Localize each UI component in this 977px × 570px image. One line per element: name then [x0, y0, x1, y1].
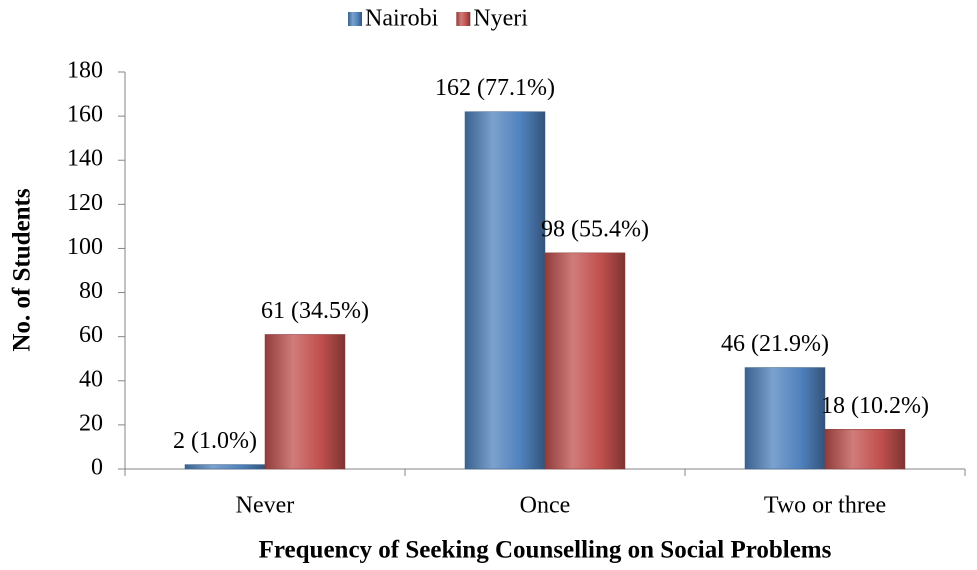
y-tick-label: 160 — [67, 102, 103, 128]
x-tick-label: Never — [236, 493, 295, 519]
x-tick-label: Once — [520, 493, 571, 519]
data-label: 162 (77.1%) — [435, 75, 555, 101]
bar — [264, 334, 346, 470]
y-tick-label: 120 — [67, 190, 103, 216]
legend-label: Nyeri — [473, 6, 528, 32]
y-tick-label: 100 — [67, 234, 103, 260]
y-tick-label: 60 — [79, 322, 103, 348]
bar — [744, 367, 826, 470]
y-axis-title: No. of Students — [9, 188, 36, 351]
data-label: 46 (21.9%) — [721, 331, 829, 357]
legend-swatch — [456, 12, 471, 26]
bar — [464, 111, 546, 470]
y-tick-label: 0 — [91, 455, 103, 481]
data-label: 18 (10.2%) — [821, 393, 929, 419]
y-tick-label: 180 — [67, 58, 103, 84]
bar — [184, 464, 266, 470]
legend-swatch — [348, 12, 362, 26]
y-tick-label: 20 — [79, 410, 103, 436]
data-label: 98 (55.4%) — [541, 216, 649, 242]
bar — [824, 429, 906, 470]
x-tick-label: Two or three — [764, 493, 886, 519]
y-tick-label: 80 — [79, 278, 103, 304]
legend-label: Nairobi — [365, 6, 439, 32]
data-label: 61 (34.5%) — [261, 298, 369, 324]
data-label: 2 (1.0%) — [173, 428, 257, 454]
x-axis-title: Frequency of Seeking Counselling on Soci… — [259, 537, 832, 564]
y-tick-label: 140 — [67, 146, 103, 172]
y-tick-label: 40 — [79, 366, 103, 392]
bar — [544, 252, 626, 470]
